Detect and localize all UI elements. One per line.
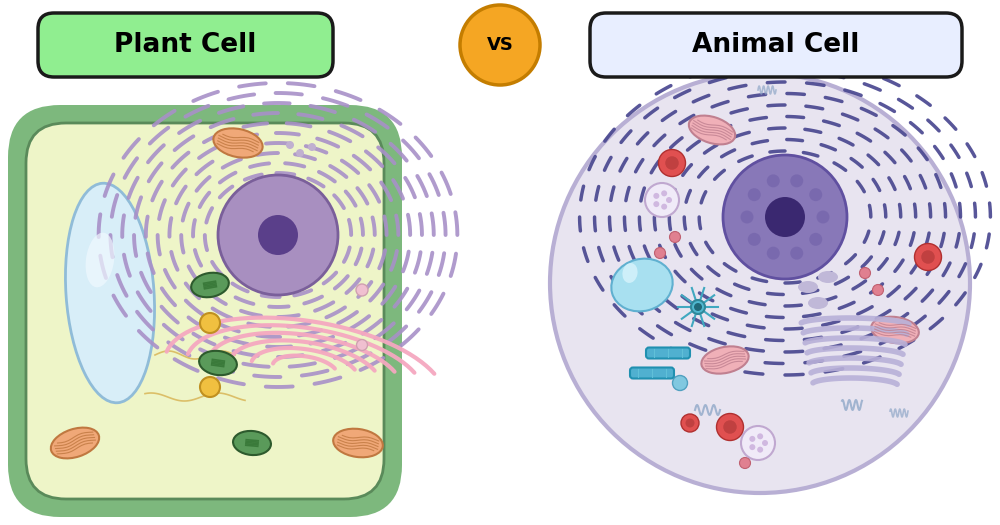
Circle shape xyxy=(767,174,780,187)
Text: VS: VS xyxy=(487,36,513,54)
FancyBboxPatch shape xyxy=(646,348,690,359)
Circle shape xyxy=(356,340,368,351)
Ellipse shape xyxy=(86,233,114,287)
Ellipse shape xyxy=(51,427,99,458)
Circle shape xyxy=(921,250,935,264)
FancyBboxPatch shape xyxy=(630,368,674,379)
FancyBboxPatch shape xyxy=(590,13,962,77)
FancyBboxPatch shape xyxy=(38,13,333,77)
Ellipse shape xyxy=(611,259,673,311)
Circle shape xyxy=(767,247,780,260)
Circle shape xyxy=(658,150,686,176)
Circle shape xyxy=(757,433,763,439)
Circle shape xyxy=(809,188,822,201)
Circle shape xyxy=(757,447,763,453)
Circle shape xyxy=(200,313,220,333)
FancyBboxPatch shape xyxy=(26,123,384,499)
Circle shape xyxy=(550,73,970,493)
Circle shape xyxy=(356,284,368,296)
Circle shape xyxy=(691,300,705,314)
Circle shape xyxy=(748,233,761,246)
Circle shape xyxy=(666,197,672,203)
Text: Animal Cell: Animal Cell xyxy=(692,32,860,58)
Circle shape xyxy=(749,436,755,442)
Ellipse shape xyxy=(808,297,828,309)
Circle shape xyxy=(286,141,294,149)
Ellipse shape xyxy=(701,346,749,374)
Ellipse shape xyxy=(333,429,383,457)
Circle shape xyxy=(460,5,540,85)
Circle shape xyxy=(681,414,699,432)
Ellipse shape xyxy=(233,431,271,455)
Circle shape xyxy=(914,244,941,270)
Circle shape xyxy=(762,440,768,446)
Ellipse shape xyxy=(65,183,155,403)
FancyBboxPatch shape xyxy=(8,105,402,517)
Circle shape xyxy=(661,191,667,196)
Ellipse shape xyxy=(622,263,638,283)
Circle shape xyxy=(790,247,803,260)
Circle shape xyxy=(860,268,870,278)
Circle shape xyxy=(653,193,659,199)
Circle shape xyxy=(740,211,754,224)
Circle shape xyxy=(716,414,744,440)
Circle shape xyxy=(258,215,298,255)
Circle shape xyxy=(816,211,830,224)
Circle shape xyxy=(748,188,761,201)
Circle shape xyxy=(654,247,666,258)
Circle shape xyxy=(672,375,688,391)
Circle shape xyxy=(765,197,805,237)
Ellipse shape xyxy=(689,116,735,144)
Circle shape xyxy=(872,285,884,296)
Circle shape xyxy=(296,149,304,157)
Circle shape xyxy=(749,444,755,450)
Ellipse shape xyxy=(213,128,263,158)
Circle shape xyxy=(665,156,679,170)
Ellipse shape xyxy=(818,271,838,283)
Ellipse shape xyxy=(191,272,229,297)
Ellipse shape xyxy=(199,351,237,375)
Circle shape xyxy=(723,420,737,434)
Ellipse shape xyxy=(871,317,919,343)
Circle shape xyxy=(653,201,659,207)
Text: Plant Cell: Plant Cell xyxy=(114,32,257,58)
Circle shape xyxy=(740,457,750,468)
Circle shape xyxy=(645,183,679,217)
Circle shape xyxy=(218,175,338,295)
Circle shape xyxy=(308,143,316,151)
Circle shape xyxy=(741,426,775,460)
Circle shape xyxy=(723,155,847,279)
Ellipse shape xyxy=(798,281,818,293)
Circle shape xyxy=(661,204,667,209)
Circle shape xyxy=(790,174,803,187)
Circle shape xyxy=(694,303,702,311)
Circle shape xyxy=(200,377,220,397)
Circle shape xyxy=(809,233,822,246)
Circle shape xyxy=(670,232,680,243)
Circle shape xyxy=(686,418,694,427)
